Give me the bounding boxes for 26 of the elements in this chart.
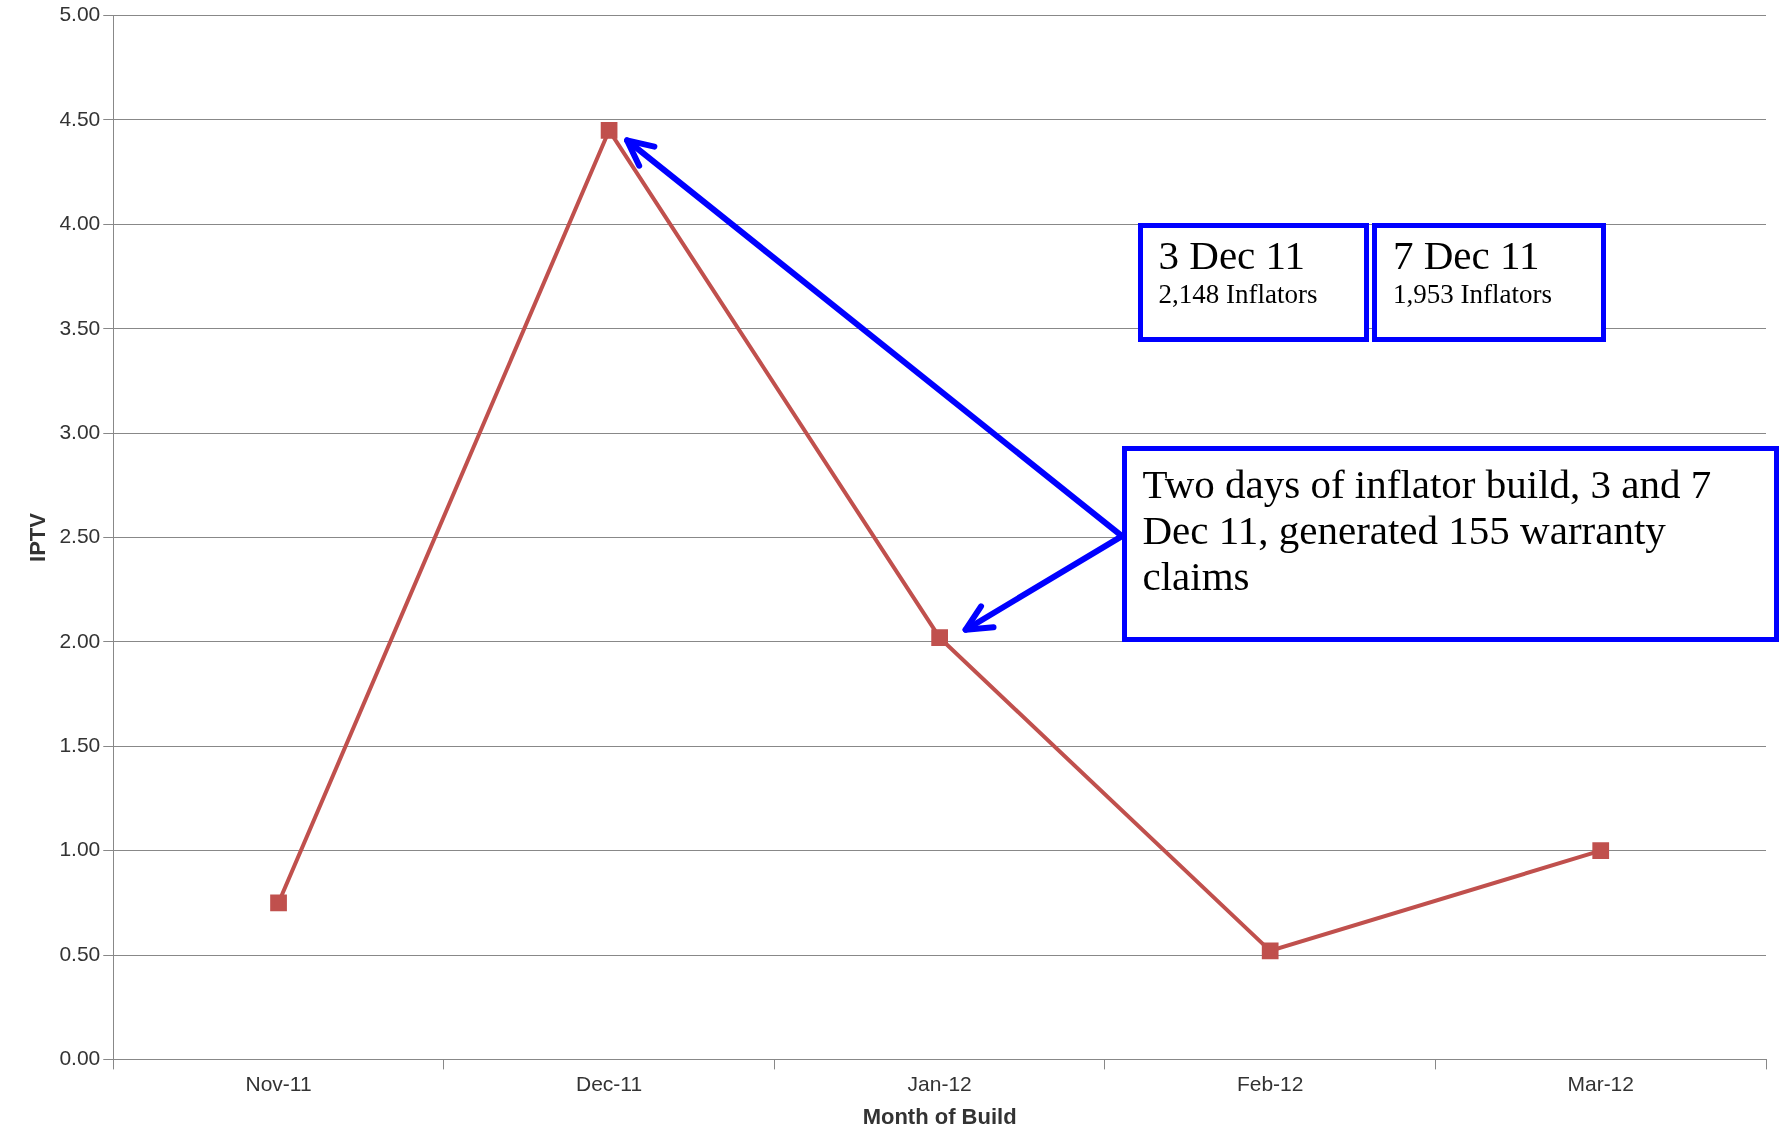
- point: [1261, 942, 1279, 960]
- y-tick-label: 0.00: [59, 1046, 101, 1070]
- y-tick-label: 5.00: [59, 2, 101, 26]
- x-tick-label: Dec-11: [576, 1071, 643, 1095]
- y-tick-label: 1.00: [59, 837, 101, 861]
- y-tick-label: 0.50: [59, 941, 101, 965]
- annotation: Two days of inflator build, 3 and 7 Dec 11, generated 155 warranty claims: [1142, 461, 1713, 600]
- annotation: 3 Dec 11 2,148 Inflators: [1158, 232, 1319, 311]
- y-tick-label: 1.50: [59, 733, 101, 757]
- annotation: 7 Dec 11 1,953 Inflators: [1393, 232, 1553, 311]
- x-tick-label: Nov-11: [245, 1071, 312, 1095]
- x-tick-label: Mar-12: [1567, 1071, 1634, 1095]
- x-axis-title: Month of Build: [862, 1103, 1017, 1129]
- point: [1592, 842, 1610, 859]
- y-tick-label: 3.50: [59, 315, 101, 339]
- y-tick-label: 4.50: [59, 106, 101, 130]
- y-axis-title: IPTV: [25, 512, 51, 562]
- y-tick-label: 4.00: [59, 211, 101, 235]
- x-tick-label: Feb-12: [1236, 1071, 1304, 1095]
- point: [600, 122, 618, 139]
- x-tick-label: Jan-12: [907, 1071, 972, 1095]
- y-tick-label: 2.00: [59, 628, 101, 652]
- point: [270, 894, 287, 912]
- point: [931, 629, 948, 647]
- y-tick-label: 2.50: [59, 524, 101, 548]
- y-tick-label: 3.00: [59, 419, 101, 443]
